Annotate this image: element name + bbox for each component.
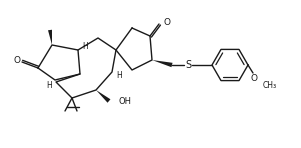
Text: S: S bbox=[185, 60, 191, 70]
Text: O: O bbox=[14, 56, 20, 65]
Text: OH: OH bbox=[118, 98, 131, 107]
Text: CH₃: CH₃ bbox=[263, 81, 277, 90]
Polygon shape bbox=[152, 60, 172, 67]
Polygon shape bbox=[48, 30, 52, 45]
Polygon shape bbox=[96, 90, 110, 103]
Text: H: H bbox=[46, 82, 52, 90]
Text: H: H bbox=[116, 70, 122, 79]
Text: H: H bbox=[82, 41, 88, 50]
Text: O: O bbox=[163, 17, 170, 26]
Text: O: O bbox=[250, 74, 257, 82]
